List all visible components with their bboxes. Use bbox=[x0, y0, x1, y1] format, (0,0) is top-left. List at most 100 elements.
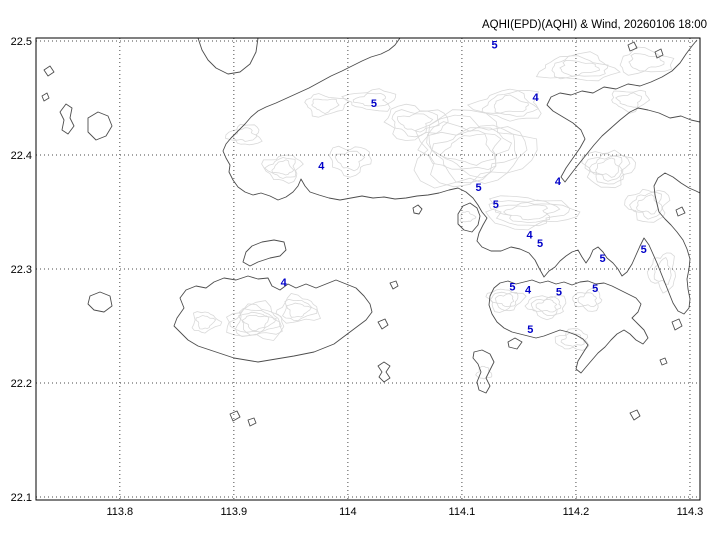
station-aqhi-value: 5 bbox=[556, 287, 562, 299]
terrain-contour bbox=[535, 51, 621, 82]
y-axis-tick-label: 22.3 bbox=[11, 264, 32, 276]
station-aqhi-value: 4 bbox=[532, 92, 539, 104]
terrain-contour bbox=[494, 293, 514, 308]
station-aqhi-value: 4 bbox=[525, 285, 532, 297]
terrain-contour bbox=[628, 53, 665, 72]
station-aqhi-value: 4 bbox=[318, 161, 325, 173]
station-aqhi-value: 5 bbox=[599, 253, 605, 265]
station-aqhi-value: 5 bbox=[527, 324, 533, 336]
terrain-contour bbox=[560, 332, 585, 347]
coastline-waglan bbox=[659, 357, 668, 366]
terrain-contour bbox=[241, 314, 270, 332]
map-frame bbox=[35, 37, 701, 501]
terrain-contours-layer bbox=[191, 46, 676, 380]
terrain-contour bbox=[524, 295, 567, 321]
station-aqhi-value: 5 bbox=[537, 238, 543, 250]
terrain-contour bbox=[488, 199, 571, 227]
terrain-contour bbox=[485, 195, 581, 231]
terrain-contour bbox=[311, 98, 340, 115]
terrain-contour bbox=[271, 159, 295, 176]
station-aqhi-value: 5 bbox=[641, 244, 647, 256]
coastline-west-island-2 bbox=[87, 111, 113, 141]
terrain-contour bbox=[281, 298, 318, 322]
station-aqhi-value: 5 bbox=[509, 282, 515, 294]
coastline-west-island-5 bbox=[87, 291, 113, 313]
coastline-tung-lung bbox=[671, 318, 683, 331]
coastline-west-island-4 bbox=[41, 92, 50, 102]
terrain-contour bbox=[595, 157, 619, 178]
station-aqhi-value: 4 bbox=[281, 277, 288, 289]
y-axis-tick-label: 22.4 bbox=[11, 150, 32, 162]
coastline-west-island-1 bbox=[59, 103, 75, 135]
terrain-contour bbox=[530, 295, 562, 317]
terrain-contour bbox=[329, 145, 372, 178]
coastline-ma-wan bbox=[412, 204, 423, 215]
terrain-contour bbox=[551, 55, 609, 80]
grid-layer bbox=[36, 38, 700, 500]
coastline-layer bbox=[41, 38, 700, 427]
coastline-hei-ling-chau bbox=[377, 318, 389, 330]
x-axis-tick-label: 113.9 bbox=[220, 506, 247, 518]
terrain-contour bbox=[535, 299, 558, 313]
terrain-contour bbox=[191, 311, 223, 334]
coastline-lantau bbox=[173, 275, 373, 363]
y-axis-tick-label: 22.5 bbox=[11, 36, 32, 48]
coastline-west-island-3 bbox=[43, 65, 55, 77]
terrain-contour bbox=[577, 292, 598, 308]
coastline-mirs-islet-1 bbox=[654, 48, 664, 59]
terrain-contour bbox=[467, 88, 542, 122]
terrain-contour bbox=[225, 300, 285, 341]
terrain-contour bbox=[229, 303, 283, 338]
terrain-contour bbox=[286, 302, 312, 318]
station-aqhi-value: 5 bbox=[492, 40, 498, 52]
terrain-contour bbox=[481, 90, 540, 117]
terrain-contour bbox=[584, 153, 631, 185]
station-aqhi-value: 5 bbox=[476, 182, 482, 194]
y-axis-tick-label: 22.2 bbox=[11, 378, 32, 390]
x-axis-tick-label: 113.8 bbox=[106, 506, 133, 518]
terrain-contour bbox=[494, 202, 561, 223]
terrain-contour bbox=[503, 204, 549, 221]
terrain-contour bbox=[341, 88, 397, 112]
terrain-contour bbox=[237, 311, 277, 333]
terrain-contour bbox=[624, 188, 671, 223]
terrain-contour bbox=[304, 93, 350, 118]
terrain-contour bbox=[195, 315, 217, 330]
terrain-contour bbox=[413, 109, 538, 189]
coastline-peng-chau bbox=[389, 280, 399, 290]
terrain-contour bbox=[646, 252, 676, 294]
terrain-contour bbox=[264, 157, 297, 179]
terrain-contour bbox=[334, 150, 366, 172]
terrain-contour bbox=[431, 130, 502, 171]
terrain-contour bbox=[572, 287, 603, 312]
station-aqhi-value: 5 bbox=[493, 199, 499, 211]
x-axis-tick-label: 114 bbox=[339, 506, 357, 518]
axis-labels-layer: 113.8 113.9 114 114.1 114.2 114.3 22.1 22.2 22.3… bbox=[11, 36, 704, 518]
coastline-mirs-islet-2 bbox=[627, 41, 638, 52]
coastline-mainland bbox=[222, 38, 700, 315]
terrain-contour bbox=[234, 308, 282, 336]
coastline-lamma bbox=[472, 349, 495, 394]
terrain-contour bbox=[428, 127, 513, 179]
x-axis-tick-label: 114.3 bbox=[677, 506, 704, 518]
terrain-contour bbox=[559, 59, 601, 77]
terrain-contour bbox=[588, 155, 624, 182]
coastline-airport-island bbox=[242, 239, 287, 267]
x-axis-tick-label: 114.2 bbox=[563, 506, 590, 518]
coastline-tsing-yi bbox=[457, 202, 481, 233]
terrain-contour bbox=[275, 293, 322, 324]
station-aqhi-value: 5 bbox=[592, 283, 598, 295]
station-aqhi-value: 4 bbox=[555, 176, 562, 188]
terrain-contour bbox=[629, 191, 664, 220]
terrain-contour bbox=[475, 365, 493, 380]
coastline-tolo-harbour bbox=[546, 39, 700, 183]
terrain-contour bbox=[391, 109, 440, 138]
coastline-soko-1 bbox=[229, 410, 241, 422]
coastline-port-shelter-islet bbox=[675, 206, 686, 217]
terrain-contour bbox=[615, 92, 642, 108]
coastline-soko-2 bbox=[247, 417, 257, 427]
terrain-contour bbox=[352, 92, 389, 107]
coastline-hk-island bbox=[488, 279, 649, 374]
